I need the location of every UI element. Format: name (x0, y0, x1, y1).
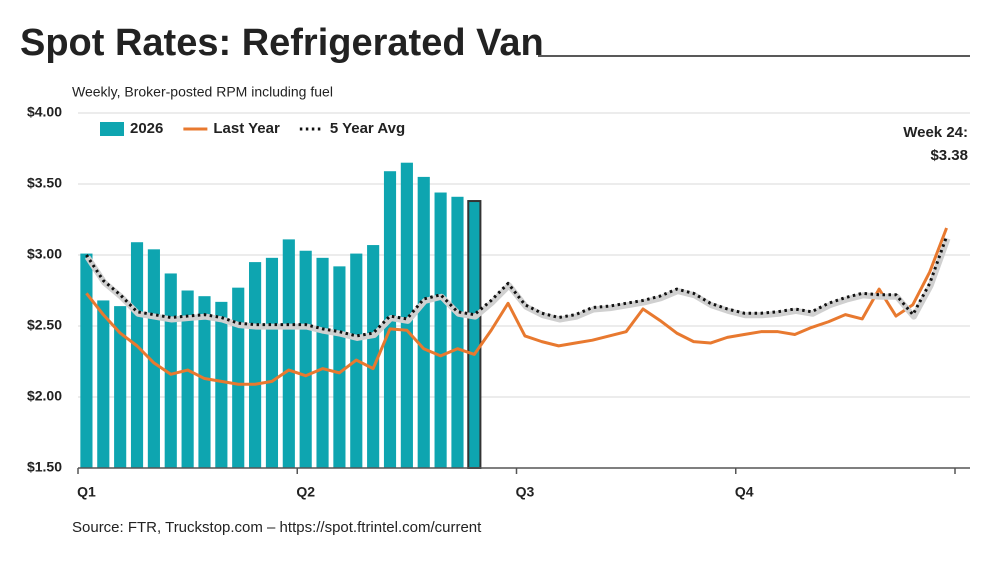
bar (147, 249, 160, 468)
annotation: $3.38 (930, 147, 968, 164)
line-shadow (84, 237, 951, 341)
bar (198, 296, 211, 468)
bar (265, 257, 279, 468)
bar (114, 306, 127, 468)
y-tick-label: $1.50 (27, 459, 62, 475)
subtitle: Weekly, Broker-posted RPM including fuel (72, 84, 333, 100)
y-tick-label: $3.50 (27, 175, 62, 191)
line (85, 236, 948, 338)
bar (130, 242, 144, 468)
legend-label: Last Year (213, 120, 280, 137)
bar (400, 162, 413, 468)
bar (467, 200, 482, 469)
bar (417, 176, 430, 468)
x-tick-label: Q3 (516, 484, 535, 500)
y-tick-label: $2.00 (27, 388, 62, 404)
bar (333, 266, 346, 468)
bar (97, 300, 110, 468)
chart-title: Spot Rates: Refrigerated Van (20, 22, 544, 64)
bar (215, 301, 228, 468)
x-tick-label: Q4 (735, 484, 754, 500)
source: Source: FTR, Truckstop.com – https://spo… (72, 519, 482, 536)
y-tick-label: $2.50 (27, 317, 62, 333)
bar (434, 192, 447, 468)
bar (249, 262, 262, 468)
bar (181, 290, 194, 468)
y-tick-label: $3.00 (27, 246, 62, 262)
bar (80, 253, 93, 468)
y-tick-label: $4.00 (27, 104, 62, 120)
bar (232, 287, 245, 468)
bar (282, 239, 295, 468)
bar (451, 196, 464, 468)
x-tick-label: Q2 (296, 484, 315, 500)
legend-label: 2026 (130, 120, 163, 137)
bar (299, 250, 312, 468)
annotation: Week 24: (903, 124, 968, 141)
line (85, 227, 948, 386)
bar (316, 257, 329, 468)
bar (367, 245, 380, 468)
x-tick-label: Q1 (77, 484, 96, 500)
legend-swatch (100, 122, 124, 136)
legend-label: 5 Year Avg (330, 120, 405, 137)
